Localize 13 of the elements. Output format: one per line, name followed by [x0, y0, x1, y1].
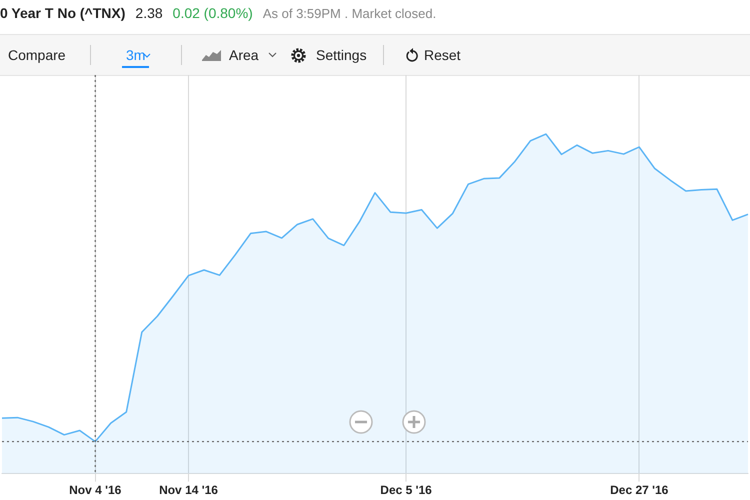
text: 0.02 (0.80%) [172, 5, 253, 21]
chart-subtitle: 2.38 [135, 5, 163, 21]
x-tick-label: Dec 27 '16 [610, 483, 669, 498]
chart-title: 0 Year T No (^TNX) [0, 5, 126, 21]
text: Area [229, 47, 259, 63]
text: Compare [8, 47, 66, 63]
text: 3m [122, 47, 150, 68]
text: As of 3:59PM . Market closed. [262, 6, 436, 21]
x-tick-label: Dec 5 '16 [380, 483, 432, 498]
x-tick-label: Nov 14 '16 [159, 483, 218, 498]
text: Reset [424, 47, 461, 63]
text: Settings [316, 47, 367, 63]
x-tick-label: Nov 4 '16 [69, 483, 122, 498]
